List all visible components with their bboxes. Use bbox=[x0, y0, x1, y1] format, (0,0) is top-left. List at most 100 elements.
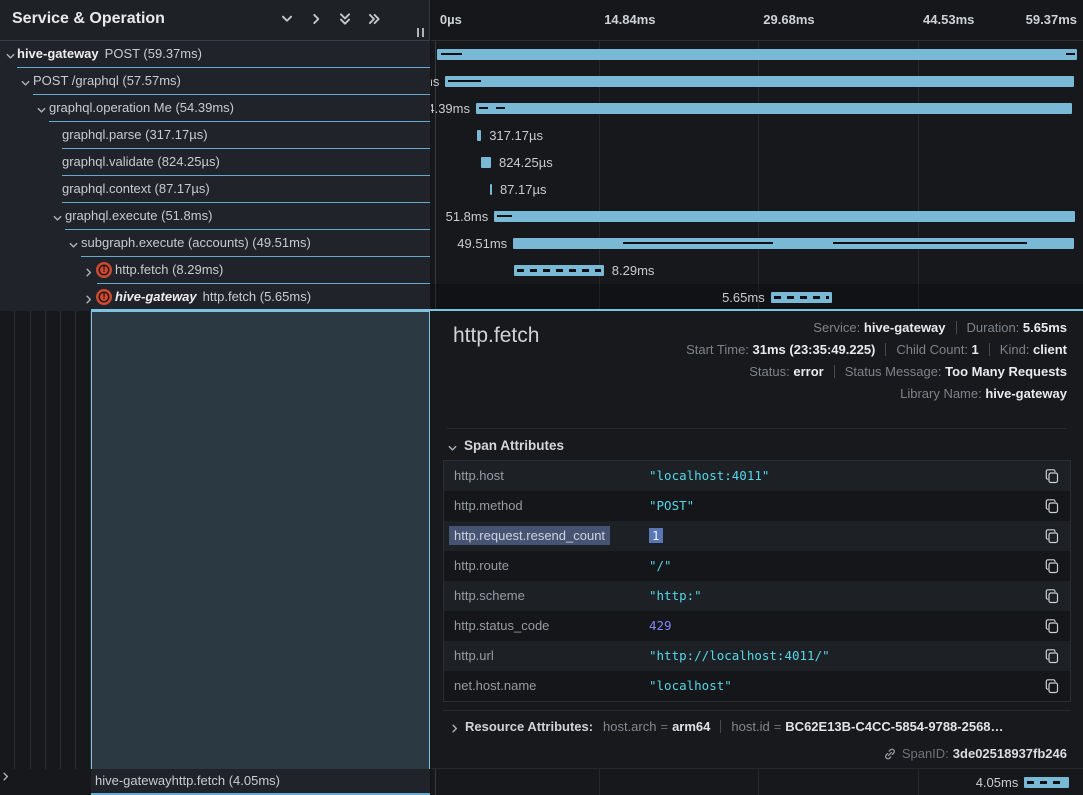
sub-span-dashes bbox=[517, 269, 601, 272]
chevron-right-icon bbox=[449, 722, 460, 737]
resource-separator bbox=[720, 720, 721, 733]
tree-row[interactable]: !http.fetch (8.29ms) bbox=[0, 257, 430, 284]
span-duration-bar[interactable] bbox=[490, 184, 492, 195]
link-icon[interactable] bbox=[883, 746, 902, 761]
selected-row-highlight-line bbox=[91, 309, 1083, 311]
span-duration-bar[interactable] bbox=[481, 157, 491, 168]
attribute-value: "localhost" bbox=[649, 678, 732, 693]
attribute-value: "POST" bbox=[649, 498, 694, 513]
chevron-down-icon[interactable] bbox=[5, 49, 16, 67]
attribute-row[interactable]: http.scheme"http:" bbox=[444, 581, 1070, 611]
waterfall-row[interactable]: 5.65ms bbox=[431, 284, 1083, 311]
waterfall-row[interactable]: 317.17µs bbox=[431, 122, 1083, 149]
chevron-right-icon[interactable] bbox=[83, 292, 94, 310]
copy-icon[interactable] bbox=[1044, 498, 1060, 514]
span-label: graphql.validate (824.25µs) bbox=[62, 154, 220, 169]
chevron-right-icon[interactable] bbox=[83, 265, 94, 283]
chevron-down-icon[interactable] bbox=[280, 12, 296, 28]
service-name: hive-gateway bbox=[95, 773, 172, 788]
span-duration-bar[interactable] bbox=[1024, 777, 1068, 788]
chevron-right-icon[interactable] bbox=[0, 769, 11, 786]
chevron-down-icon[interactable] bbox=[52, 211, 63, 229]
copy-icon[interactable] bbox=[1044, 648, 1060, 664]
attribute-row[interactable]: http.route"/" bbox=[444, 551, 1070, 581]
span-id-label: SpanID: bbox=[902, 746, 949, 761]
copy-icon[interactable] bbox=[1044, 558, 1060, 574]
double-chevron-down-icon[interactable] bbox=[338, 12, 354, 28]
meta-separator bbox=[956, 321, 957, 334]
tree-row[interactable]: subgraph.execute (accounts) (49.51ms) bbox=[0, 230, 430, 257]
tree-row[interactable]: graphql.context (87.17µs) bbox=[0, 176, 430, 203]
resize-handle-icon[interactable] bbox=[417, 28, 424, 37]
chevron-down-icon[interactable] bbox=[68, 238, 79, 256]
span-duration-bar[interactable] bbox=[514, 265, 604, 276]
meta-value: Too Many Requests bbox=[945, 364, 1067, 379]
attribute-row[interactable]: http.status_code429 bbox=[444, 611, 1070, 641]
span-duration-bar[interactable] bbox=[445, 76, 1074, 87]
waterfall-row[interactable]: 57.57ms bbox=[431, 68, 1083, 95]
meta-value: error bbox=[793, 364, 823, 379]
chevron-right-icon[interactable] bbox=[309, 12, 325, 28]
tree-row[interactable]: graphql.validate (824.25µs) bbox=[0, 149, 430, 176]
tree-row[interactable]: graphql.execute (51.8ms) bbox=[0, 203, 430, 230]
sub-span-dashes bbox=[774, 296, 829, 299]
span-label: hive-gatewayhttp.fetch (4.05ms) bbox=[95, 773, 280, 788]
chevron-down-icon[interactable] bbox=[36, 103, 47, 121]
service-name: hive-gateway bbox=[115, 289, 197, 304]
copy-icon[interactable] bbox=[1044, 528, 1060, 544]
waterfall-row[interactable]: 87.17µs bbox=[431, 176, 1083, 203]
span-duration-bar[interactable] bbox=[437, 49, 1077, 60]
copy-icon[interactable] bbox=[1044, 678, 1060, 694]
indent-guide bbox=[30, 311, 31, 769]
span-attributes-header[interactable]: Span Attributes bbox=[447, 438, 564, 458]
resource-attributes-title: Resource Attributes: bbox=[465, 719, 593, 734]
indent-guide bbox=[75, 311, 76, 769]
span-duration-bar[interactable] bbox=[476, 103, 1072, 114]
tree-row[interactable]: hive-gatewayhttp.fetch (4.05ms) bbox=[0, 769, 430, 795]
resource-attributes-row[interactable]: Resource Attributes: host.arch=arm64host… bbox=[443, 710, 1071, 740]
waterfall-row[interactable]: 8.29ms bbox=[431, 257, 1083, 284]
copy-icon[interactable] bbox=[1044, 468, 1060, 484]
span-duration-bar[interactable] bbox=[494, 211, 1074, 222]
double-chevron-right-icon[interactable] bbox=[367, 12, 383, 28]
duration-label: 5.65ms bbox=[722, 290, 765, 305]
meta-line: Start Time: 31ms (23:35:49.225)Child Cou… bbox=[686, 339, 1067, 361]
span-label: subgraph.execute (accounts) (49.51ms) bbox=[81, 235, 311, 250]
duration-label: 317.17µs bbox=[489, 128, 543, 143]
duration-label: 8.29ms bbox=[612, 263, 655, 278]
tree-row[interactable]: hive-gatewayPOST (59.37ms) bbox=[0, 41, 430, 68]
span-duration-bar[interactable] bbox=[771, 292, 832, 303]
span-attributes-title: Span Attributes bbox=[464, 438, 564, 453]
waterfall-row[interactable]: 54.39ms bbox=[431, 95, 1083, 122]
meta-separator bbox=[834, 365, 835, 378]
resource-key: host.id bbox=[731, 719, 769, 734]
tree-row[interactable]: graphql.parse (317.17µs) bbox=[0, 122, 430, 149]
waterfall-bottom-row[interactable]: 4.05ms bbox=[431, 768, 1083, 795]
attribute-row[interactable]: net.host.name"localhost" bbox=[444, 671, 1070, 701]
waterfall-row[interactable]: 49.51ms bbox=[431, 230, 1083, 257]
panel-title: Service & Operation bbox=[12, 10, 165, 28]
attribute-row[interactable]: http.host"localhost:4011" bbox=[444, 461, 1070, 491]
chevron-down-icon[interactable] bbox=[20, 76, 31, 94]
copy-icon[interactable] bbox=[1044, 618, 1060, 634]
span-duration-bar[interactable] bbox=[477, 130, 482, 141]
trace-viewer: Service & Operation hive-gatewayPOST (59… bbox=[0, 0, 1083, 795]
attribute-row[interactable]: http.method"POST" bbox=[444, 491, 1070, 521]
attribute-row[interactable]: http.url"http://localhost:4011/" bbox=[444, 641, 1070, 671]
divider bbox=[447, 428, 1067, 429]
meta-label: Duration: bbox=[967, 320, 1023, 335]
attribute-row[interactable]: http.request.resend_count1 bbox=[444, 521, 1070, 551]
duration-label: 57.57ms bbox=[431, 74, 439, 89]
tree-row[interactable]: graphql.operation Me (54.39ms) bbox=[0, 95, 430, 122]
copy-icon[interactable] bbox=[1044, 588, 1060, 604]
timeline-panel: 0µs14.84ms29.68ms44.53ms59.37ms 57.57ms5… bbox=[431, 0, 1083, 795]
waterfall-row[interactable]: 824.25µs bbox=[431, 149, 1083, 176]
span-label: graphql.context (87.17µs) bbox=[62, 181, 210, 196]
tree-row[interactable]: POST /graphql (57.57ms) bbox=[0, 68, 430, 95]
waterfall-row[interactable] bbox=[431, 41, 1083, 68]
meta-value: hive-gateway bbox=[985, 386, 1067, 401]
tree-row[interactable]: !hive-gatewayhttp.fetch (5.65ms) bbox=[0, 284, 430, 311]
waterfall-row[interactable]: 51.8ms bbox=[431, 203, 1083, 230]
child-span-mark bbox=[833, 242, 1027, 244]
selected-span-panel[interactable] bbox=[91, 311, 430, 769]
